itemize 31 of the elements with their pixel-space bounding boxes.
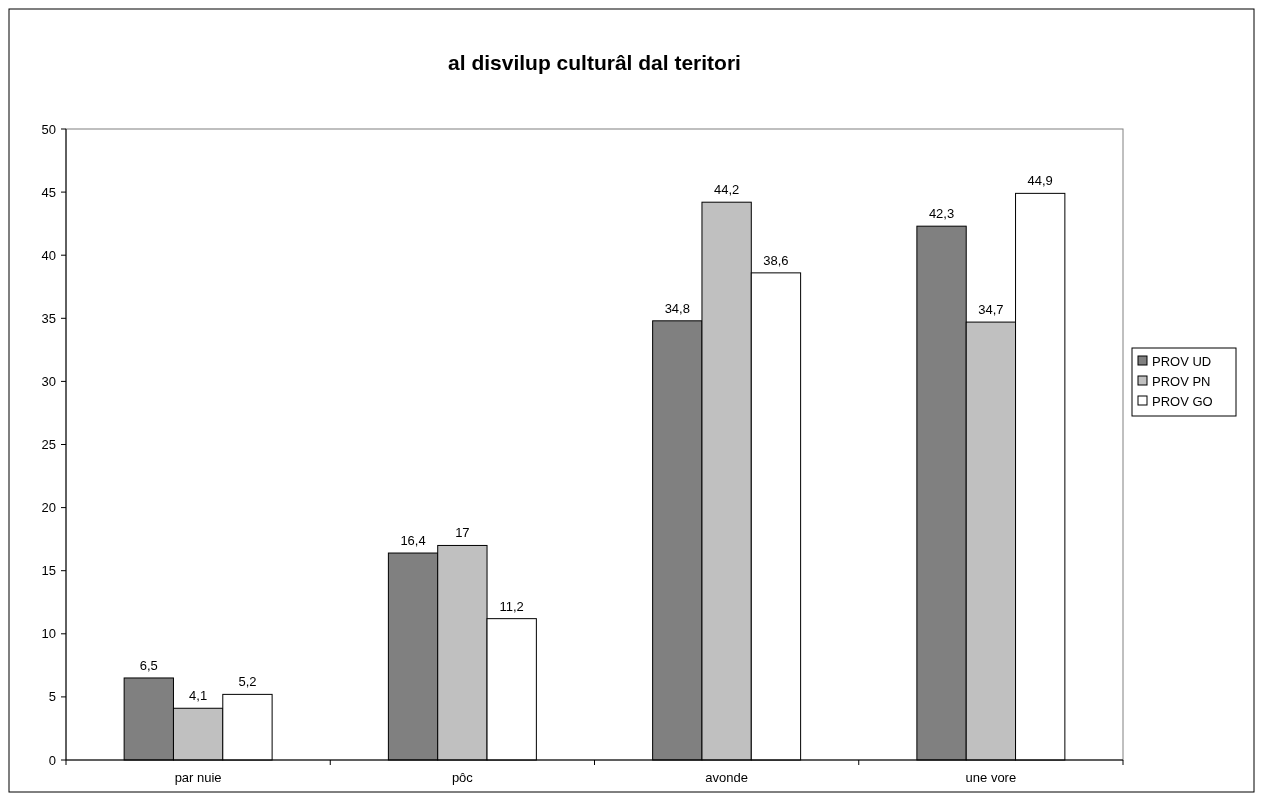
y-tick-label: 25 (41, 437, 56, 453)
data-label: 34,8 (664, 300, 690, 316)
data-label: 42,3 (928, 206, 955, 222)
y-tick-label: 0 (48, 752, 56, 768)
data-label: 16,4 (400, 533, 426, 549)
y-tick-label: 20 (41, 500, 56, 516)
y-tick-label: 5 (48, 689, 56, 705)
data-label: 5,2 (238, 674, 257, 690)
data-label: 34,7 (978, 302, 1004, 318)
data-label: 17 (455, 525, 470, 541)
data-label: 38,6 (763, 252, 789, 268)
chart-title: al disvilup culturâl dal teritori (448, 51, 741, 74)
x-tick-label: une vore (965, 770, 1017, 785)
y-tick-label: 10 (41, 626, 56, 642)
x-tick-label: par nuie (174, 770, 222, 785)
y-tick-label: 35 (41, 310, 56, 326)
data-label: 6,5 (139, 657, 158, 673)
legend-label: PROV UD (1152, 353, 1212, 369)
data-label: 44,2 (713, 182, 740, 198)
y-tick-label: 40 (41, 247, 56, 263)
y-tick-label: 50 (41, 121, 56, 137)
y-tick-label: 15 (41, 563, 56, 579)
x-tick-label: avonde (705, 770, 748, 785)
data-label: 11,2 (499, 598, 524, 614)
data-label: 4,1 (189, 688, 208, 704)
legend-label: PROV PN (1152, 373, 1211, 389)
legend-label: PROV GO (1152, 393, 1213, 409)
x-tick-label: pôc (451, 770, 474, 785)
data-label: 44,9 (1027, 173, 1053, 189)
y-tick-label: 30 (41, 373, 56, 389)
y-tick-label: 45 (41, 184, 56, 200)
